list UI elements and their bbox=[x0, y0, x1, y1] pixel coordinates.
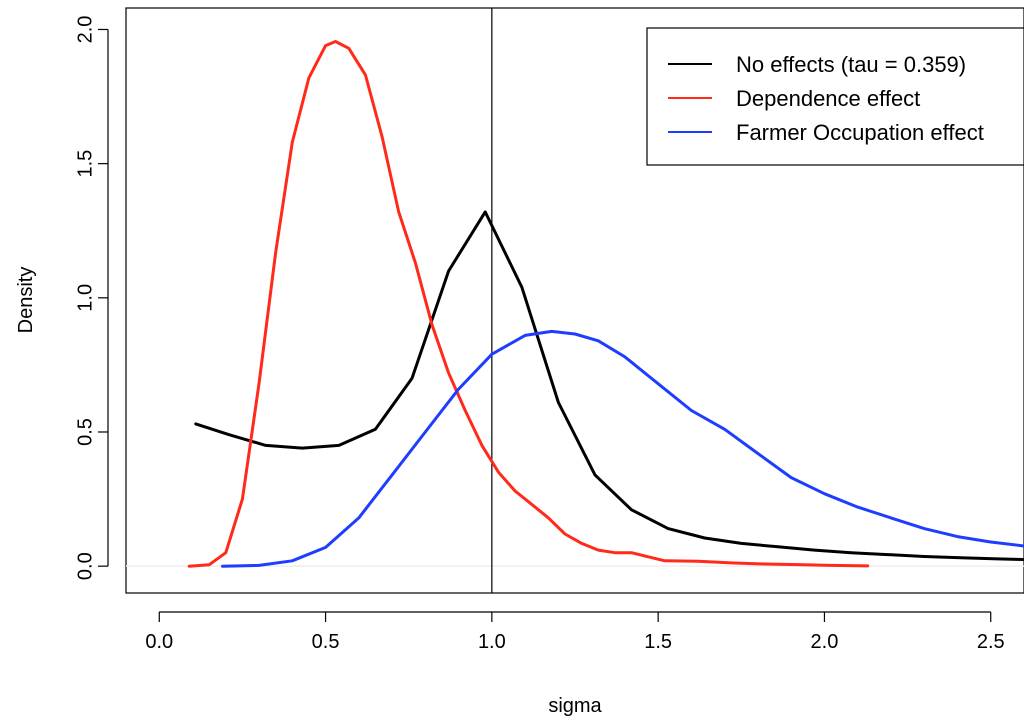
y-tick-label: 0.5 bbox=[74, 418, 96, 446]
y-tick-label: 1.5 bbox=[74, 150, 96, 178]
legend: No effects (tau = 0.359) Dependence effec… bbox=[646, 27, 1024, 166]
x-axis-title: sigma bbox=[548, 695, 602, 717]
x-tick-label: 0.0 bbox=[145, 631, 173, 653]
series-line-dependence-effect bbox=[187, 40, 870, 568]
series-line-farmer-occupation-effect bbox=[221, 329, 1024, 568]
legend-box bbox=[646, 27, 1024, 166]
y-tick-label: 1.0 bbox=[74, 284, 96, 312]
x-tick-label: 0.5 bbox=[312, 631, 340, 653]
legend-label: No effects (tau = 0.359) bbox=[736, 52, 966, 77]
y-tick-label: 0.0 bbox=[74, 552, 96, 580]
x-tick-label: 2.5 bbox=[977, 631, 1005, 653]
x-tick-label: 1.5 bbox=[644, 631, 672, 653]
y-axis-title: Density bbox=[15, 267, 37, 334]
x-tick-label: 2.0 bbox=[811, 631, 839, 653]
legend-label: Dependence effect bbox=[736, 86, 920, 111]
x-tick-label: 1.0 bbox=[478, 631, 506, 653]
legend-label: Farmer Occupation effect bbox=[736, 120, 984, 145]
y-tick-label: 2.0 bbox=[74, 16, 96, 44]
plot-frame bbox=[125, 7, 1024, 594]
series-line-no-effects-tau-0-359 bbox=[194, 210, 1024, 561]
